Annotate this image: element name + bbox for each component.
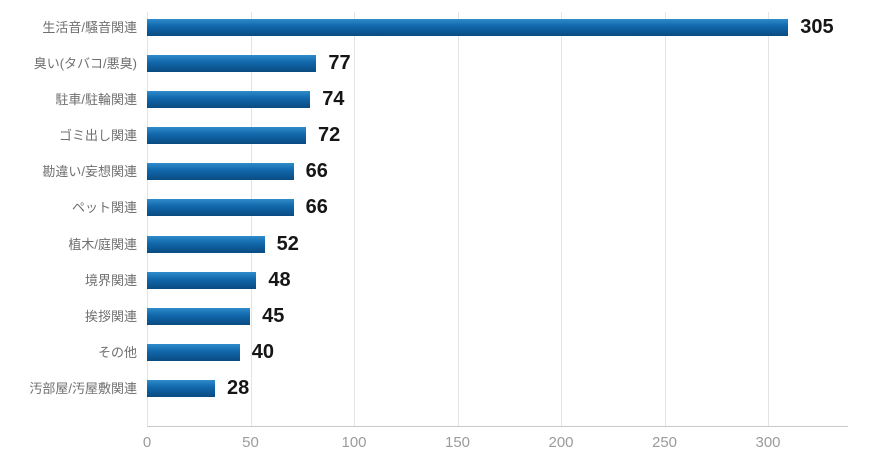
x-tick-label: 50 (242, 434, 259, 451)
bar (147, 235, 265, 253)
x-tick-label: 150 (444, 434, 471, 451)
gridline (250, 12, 252, 426)
x-tick-label: 200 (548, 434, 574, 451)
category-label: 植木/庭関連 (68, 236, 137, 252)
bar (147, 19, 789, 36)
gridline (768, 12, 769, 426)
bar (147, 163, 294, 181)
bar (147, 199, 294, 217)
x-tick-label: 250 (651, 434, 678, 451)
bar-row: 臭い(タバコ/悪臭) 77 (0, 52, 880, 75)
category-label: 境界関連 (84, 272, 137, 288)
value-label: 48 (268, 268, 291, 291)
bar-row: その他 40 (0, 340, 880, 363)
plot-area (147, 12, 848, 427)
gridline (457, 12, 459, 426)
bar-row: 生活音/騒音関連 305 (0, 16, 880, 38)
x-axis-tick-labels: 0 50 100 150 200 250 300 (0, 433, 882, 457)
category-label: 臭い(タバコ/悪臭) (33, 56, 137, 72)
category-label: 汚部屋/汚屋敷関連 (29, 380, 137, 396)
bar (147, 127, 306, 145)
gridline (664, 12, 666, 426)
bar (147, 91, 311, 109)
gridline (354, 12, 355, 426)
bar (147, 271, 257, 289)
bar-row: 駐車/駐輪関連 74 (0, 88, 880, 111)
category-label: ゴミ出し関連 (58, 128, 137, 144)
bar-row: 汚部屋/汚屋敷関連 28 (0, 376, 880, 399)
value-label: 45 (262, 304, 285, 327)
category-label: ペット関連 (71, 200, 137, 216)
bar (147, 379, 215, 397)
x-tick-label: 100 (341, 434, 367, 451)
value-label: 28 (227, 376, 250, 399)
category-label: その他 (97, 344, 137, 360)
value-label: 77 (328, 52, 351, 75)
gridline (147, 12, 148, 426)
value-label: 66 (305, 196, 328, 219)
x-tick-label: 0 (142, 434, 152, 451)
bar-row: 植木/庭関連 52 (0, 232, 880, 255)
bar-rows: 生活音/騒音関連 305 臭い(タバコ/悪臭) 77 駐車/駐輪関連 74 ゴミ出し関連 72… (0, 16, 880, 399)
bar-row: 境界関連 48 (0, 268, 880, 291)
gridline (561, 12, 562, 426)
bar-row: ゴミ出し関連 72 (0, 124, 880, 147)
x-tick-label: 300 (755, 434, 781, 451)
bar-row: ペット関連 66 (0, 196, 880, 219)
value-label: 52 (276, 232, 299, 255)
bar (147, 343, 240, 361)
value-label: 305 (800, 16, 834, 38)
category-label: 駐車/駐輪関連 (55, 92, 137, 108)
value-label: 40 (251, 340, 275, 363)
category-label: 挨拶関連 (84, 308, 137, 324)
value-label: 66 (305, 160, 328, 183)
bar (147, 307, 251, 325)
value-label: 74 (322, 88, 345, 111)
bar-row: 勘違い/妄想関連 66 (0, 160, 880, 183)
value-label: 72 (318, 124, 341, 147)
bar (147, 55, 317, 73)
category-label: 生活音/騒音関連 (42, 20, 137, 35)
bar-row: 挨拶関連 45 (0, 304, 880, 327)
category-label: 勘違い/妄想関連 (42, 164, 137, 180)
